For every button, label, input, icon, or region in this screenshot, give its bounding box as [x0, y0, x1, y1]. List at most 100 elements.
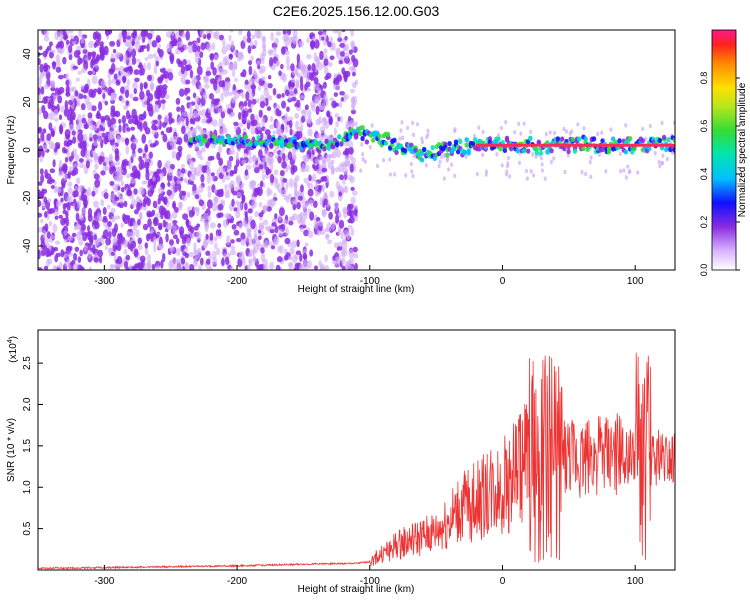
- noise-speckle: [257, 235, 262, 240]
- noise-speckle: [157, 47, 161, 54]
- noise-speckle: [79, 140, 86, 151]
- noise-speckle: [97, 249, 104, 258]
- noise-speckle: [235, 210, 241, 219]
- noise-speckle: [63, 238, 68, 243]
- noise-speckle: [370, 123, 374, 128]
- ridge-blob: [337, 134, 342, 140]
- snr-x-tick-label: 100: [627, 576, 644, 587]
- noise-speckle: [529, 168, 533, 174]
- noise-speckle: [239, 105, 244, 112]
- noise-speckle: [178, 149, 182, 158]
- ridge-blob: [371, 137, 376, 143]
- noise-speckle: [129, 45, 134, 52]
- noise-speckle: [149, 159, 154, 166]
- noise-speckle: [207, 191, 212, 199]
- noise-speckle: [302, 263, 309, 270]
- noise-speckle: [84, 149, 91, 159]
- noise-speckle: [196, 65, 203, 76]
- noise-speckle: [54, 215, 59, 220]
- noise-speckle: [221, 167, 226, 176]
- noise-speckle: [63, 230, 68, 236]
- noise-speckle: [77, 256, 82, 264]
- noise-speckle: [352, 204, 359, 212]
- noise-speckle: [164, 94, 170, 100]
- noise-speckle: [299, 95, 305, 100]
- noise-speckle: [73, 252, 78, 261]
- noise-speckle: [290, 78, 296, 83]
- noise-speckle: [250, 103, 254, 109]
- noise-speckle: [80, 84, 85, 90]
- noise-speckle: [44, 248, 51, 258]
- noise-speckle: [318, 260, 322, 268]
- noise-speckle: [77, 55, 81, 66]
- noise-speckle: [53, 108, 59, 117]
- noise-speckle: [87, 112, 93, 119]
- noise-speckle: [274, 235, 280, 246]
- noise-speckle: [52, 223, 58, 234]
- noise-speckle: [226, 108, 232, 115]
- ridge-blob: [528, 135, 533, 141]
- noise-speckle: [222, 219, 229, 228]
- noise-speckle: [144, 242, 148, 249]
- noise-speckle: [245, 119, 252, 124]
- noise-speckle: [73, 50, 80, 58]
- noise-speckle: [131, 108, 137, 119]
- noise-speckle: [101, 132, 106, 138]
- noise-speckle: [246, 264, 251, 270]
- noise-speckle: [622, 168, 626, 173]
- noise-speckle: [200, 42, 206, 51]
- spectrogram-x-ticks: -300 -200 -100 0 100: [94, 265, 644, 287]
- noise-speckle: [349, 163, 354, 173]
- noise-speckle: [197, 45, 201, 53]
- ridge-blob: [243, 134, 249, 140]
- noise-speckle: [532, 173, 536, 178]
- noise-speckle: [94, 31, 100, 40]
- noise-speckle: [38, 93, 42, 103]
- noise-speckle: [88, 40, 95, 49]
- noise-speckle: [375, 163, 379, 169]
- snr-y-tick-label: 1.0: [22, 480, 33, 494]
- noise-speckle: [321, 209, 327, 216]
- noise-speckle: [93, 42, 97, 48]
- noise-speckle: [168, 115, 173, 125]
- noise-speckle: [234, 77, 238, 82]
- noise-speckle: [180, 167, 186, 174]
- noise-speckle: [171, 211, 178, 219]
- noise-speckle: [39, 63, 44, 73]
- noise-speckle: [289, 128, 293, 136]
- noise-speckle: [334, 202, 339, 212]
- ridge-blob: [334, 142, 340, 148]
- noise-speckle: [208, 92, 215, 100]
- noise-speckle: [108, 230, 112, 239]
- noise-speckle: [110, 251, 116, 256]
- noise-speckle: [58, 170, 64, 177]
- noise-speckle: [249, 92, 254, 101]
- noise-speckle: [226, 189, 231, 199]
- noise-speckle: [260, 76, 266, 81]
- noise-speckle: [426, 128, 430, 134]
- noise-speckle: [186, 96, 191, 101]
- noise-speckle: [75, 212, 80, 222]
- noise-speckle: [248, 65, 253, 76]
- noise-speckle: [296, 130, 303, 140]
- noise-speckle: [285, 226, 290, 237]
- noise-speckle: [300, 184, 304, 193]
- noise-speckle: [275, 60, 280, 67]
- noise-speckle: [185, 116, 189, 127]
- noise-speckle: [325, 72, 332, 79]
- noise-speckle: [142, 121, 148, 131]
- noise-speckle: [237, 122, 243, 128]
- noise-speckle: [67, 235, 73, 241]
- noise-speckle: [77, 132, 84, 142]
- noise-speckle: [252, 154, 257, 164]
- noise-speckle: [144, 262, 151, 270]
- noise-speckle: [139, 90, 145, 101]
- noise-speckle: [294, 262, 300, 270]
- noise-speckle: [107, 132, 112, 141]
- noise-speckle: [240, 232, 246, 240]
- noise-speckle: [331, 150, 337, 159]
- spectrogram-x-tick-label: 100: [627, 276, 644, 287]
- noise-speckle: [99, 124, 104, 132]
- noise-speckle: [40, 174, 45, 183]
- noise-speckle: [261, 117, 266, 127]
